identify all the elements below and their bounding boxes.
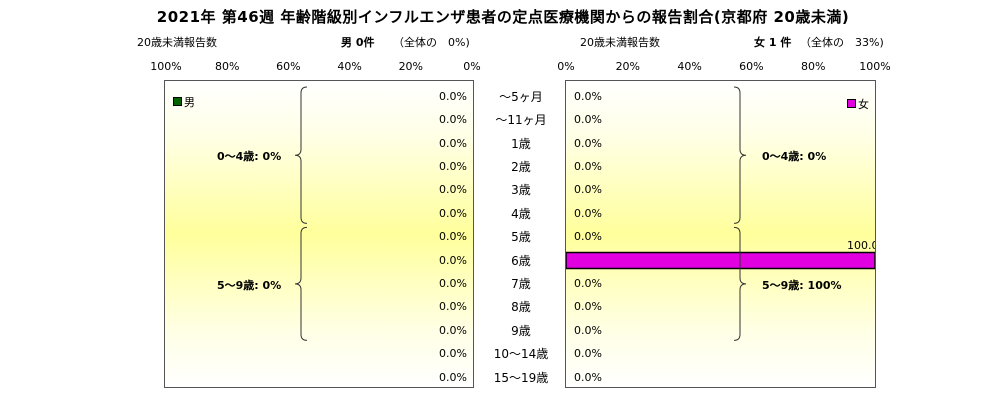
female-value-label: 0.0% [574,230,602,244]
female-value-label: 0.0% [574,113,602,127]
male-value-label: 0.0% [439,89,467,103]
male-group-brace [294,226,308,341]
female-group-brace [733,226,747,341]
left-x-tick: 80% [214,60,240,73]
age-category-label: 2歳 [511,159,531,174]
age-category-label: 3歳 [511,183,531,198]
age-category-label: 10～14歳 [493,347,549,362]
male-value-label: 0.0% [439,347,467,361]
right-x-tick: 40% [677,60,702,73]
chart-title: 2021年 第46週 年齢階級別インフルエンザ患者の定点医療機関からの報告割合(… [156,8,850,26]
female-bars [566,86,875,341]
age-category-label: 8歳 [511,300,531,315]
male-value-label: 0.0% [439,136,467,150]
male-value-label: 0.0% [439,323,467,337]
right-x-tick: 20% [615,60,641,73]
female-value-label: 0.0% [574,89,602,103]
female-value-label: 0.0% [574,347,602,361]
female-legend-label: 女 [858,98,869,111]
male-value-label: 0.0% [439,206,467,220]
male-value-label: 0.0% [439,159,467,173]
right-x-tick: 80% [800,60,826,73]
male-legend-label: 男 [184,96,195,109]
male-plot-area: 男 0.0% 0.0% 0.0% 0.0% 0.0% 0.0% 0.0% 0.0% 0.0% 0.… [164,80,474,388]
female-plot-area: 女 0.0% 0.0% 0.0% 0.0% 0.0% 0.0% 0.0% 100.0% 0.0%… [565,80,876,388]
male-value-label: 0.0% [439,253,467,267]
right-header-label: 20歳未満報告数 [580,36,660,49]
female-value-label: 0.0% [574,183,602,197]
female-value-label: 0.0% [574,159,602,173]
male-value-label: 0.0% [439,113,467,127]
female-bar [566,251,875,270]
female-value-label: 0.0% [574,136,602,150]
right-x-tick: 60% [739,60,764,73]
right-share-label: （全体の 33%) [800,36,884,49]
female-group-label: 0～4歳: 0% [762,150,827,164]
left-x-tick: 100% [150,60,182,73]
male-legend-swatch [173,97,182,106]
male-legend: 男 [173,94,195,110]
age-category-label: ～5ヶ月 [499,89,543,104]
female-value-label: 0.0% [574,276,602,290]
age-category-label: 1歳 [511,136,531,151]
female-value-label: 0.0% [574,300,602,314]
female-group-brace [733,86,747,224]
left-header-label: 20歳未満報告数 [137,36,217,49]
age-category-label: 5歳 [511,230,531,245]
age-category-label: 4歳 [511,206,531,221]
right-x-tick: 100% [859,60,891,73]
female-legend-swatch [847,99,856,108]
left-sex-label: 男 0件 [341,36,375,49]
male-group-brace [294,86,308,224]
male-value-label: 0.0% [439,183,467,197]
male-value-label: 0.0% [439,370,467,384]
right-x-tick: 0% [557,60,575,73]
left-share-label: （全体の 0%) [393,36,470,49]
male-value-label: 0.0% [439,300,467,314]
left-x-tick: 60% [276,60,301,73]
age-category-label: 9歳 [511,323,531,338]
female-value-label: 0.0% [574,370,602,384]
left-x-tick: 20% [398,60,424,73]
female-group-label: 5～9歳: 100% [762,278,842,292]
left-x-tick: 0% [463,60,481,73]
female-value-label: 0.0% [574,323,602,337]
male-group-label: 5～9歳: 0% [217,278,282,292]
age-category-label: ～11ヶ月 [495,113,547,128]
age-category-label: 7歳 [511,276,531,291]
female-value-label: 100.0% [847,238,875,252]
age-category-label: 15～19歳 [493,370,549,385]
male-bars [294,86,308,341]
left-x-tick: 40% [337,60,362,73]
female-legend: 女 [847,96,869,112]
right-sex-label: 女 1 件 [754,36,792,49]
male-value-label: 0.0% [439,276,467,290]
age-category-label: 6歳 [511,253,531,268]
male-value-label: 0.0% [439,230,467,244]
male-group-label: 0～4歳: 0% [217,150,282,164]
female-value-label: 0.0% [574,206,602,220]
